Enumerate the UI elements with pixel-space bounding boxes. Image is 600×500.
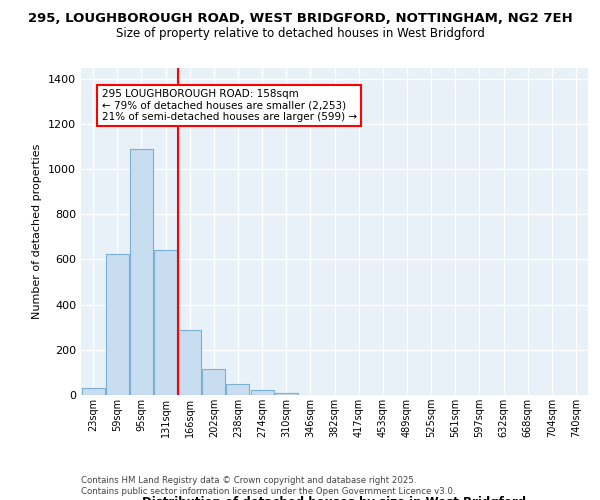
- Text: 295 LOUGHBOROUGH ROAD: 158sqm
← 79% of detached houses are smaller (2,253)
21% o: 295 LOUGHBOROUGH ROAD: 158sqm ← 79% of d…: [101, 89, 356, 122]
- Y-axis label: Number of detached properties: Number of detached properties: [32, 144, 43, 319]
- Bar: [202, 369, 225, 395]
- Text: 295, LOUGHBOROUGH ROAD, WEST BRIDGFORD, NOTTINGHAM, NG2 7EH: 295, LOUGHBOROUGH ROAD, WEST BRIDGFORD, …: [28, 12, 572, 26]
- Text: Size of property relative to detached houses in West Bridgford: Size of property relative to detached ho…: [116, 28, 484, 40]
- Text: Contains HM Land Registry data © Crown copyright and database right 2025.: Contains HM Land Registry data © Crown c…: [81, 476, 416, 485]
- Bar: [130, 149, 153, 395]
- Bar: [82, 388, 104, 395]
- Bar: [178, 330, 201, 395]
- Bar: [226, 384, 250, 395]
- Bar: [154, 250, 177, 395]
- Bar: [275, 393, 298, 395]
- Bar: [106, 254, 128, 395]
- X-axis label: Distribution of detached houses by size in West Bridgford: Distribution of detached houses by size …: [142, 496, 527, 500]
- Text: Contains public sector information licensed under the Open Government Licence v3: Contains public sector information licen…: [81, 488, 455, 496]
- Bar: [251, 390, 274, 395]
